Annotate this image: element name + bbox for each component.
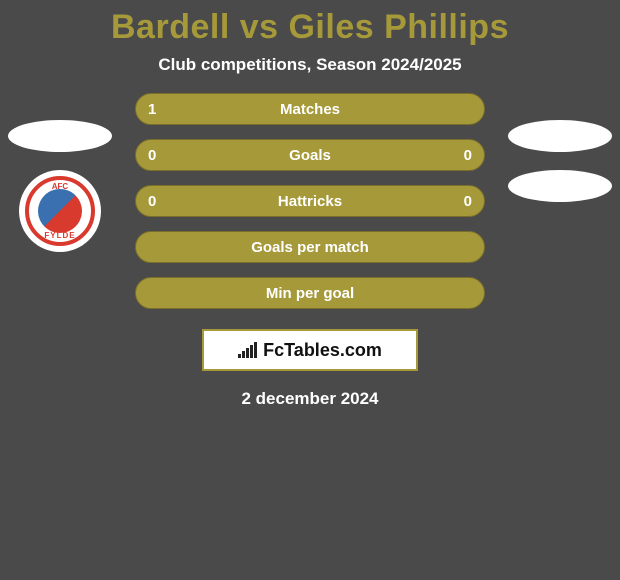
stat-label: Goals xyxy=(289,147,331,164)
right-player-badges xyxy=(508,120,612,202)
club-badge-left-inner: AFC FYLDE xyxy=(25,176,95,246)
stat-row-min-per-goal: Min per goal xyxy=(135,277,485,309)
club-badge-text-bottom: FYLDE xyxy=(44,231,75,240)
site-attribution[interactable]: FcTables.com xyxy=(202,329,418,371)
stat-row-hattricks: 0 Hattricks 0 xyxy=(135,185,485,217)
page-title: Bardell vs Giles Phillips xyxy=(0,0,620,47)
subtitle: Club competitions, Season 2024/2025 xyxy=(0,55,620,75)
stat-label: Min per goal xyxy=(266,285,354,302)
player-photo-placeholder-left xyxy=(8,120,112,152)
player-photo-placeholder-right-1 xyxy=(508,120,612,152)
stat-row-goals-per-match: Goals per match xyxy=(135,231,485,263)
stat-right-value: 0 xyxy=(464,147,472,164)
stat-label: Hattricks xyxy=(278,193,342,210)
stat-row-matches: 1 Matches xyxy=(135,93,485,125)
club-badge-left: AFC FYLDE xyxy=(19,170,101,252)
date-label: 2 december 2024 xyxy=(0,389,620,409)
stat-left-value: 1 xyxy=(148,101,156,118)
left-player-badges: AFC FYLDE xyxy=(8,120,112,252)
stat-label: Matches xyxy=(280,101,340,118)
stat-row-goals: 0 Goals 0 xyxy=(135,139,485,171)
stat-left-value: 0 xyxy=(148,147,156,164)
bar-chart-icon xyxy=(238,342,257,358)
stat-right-value: 0 xyxy=(464,193,472,210)
stat-label: Goals per match xyxy=(251,239,369,256)
player-photo-placeholder-right-2 xyxy=(508,170,612,202)
site-label: FcTables.com xyxy=(263,340,382,361)
stats-rows: 1 Matches 0 Goals 0 0 Hattricks 0 Goals … xyxy=(135,93,485,309)
club-badge-center-icon xyxy=(38,189,82,233)
stat-left-value: 0 xyxy=(148,193,156,210)
